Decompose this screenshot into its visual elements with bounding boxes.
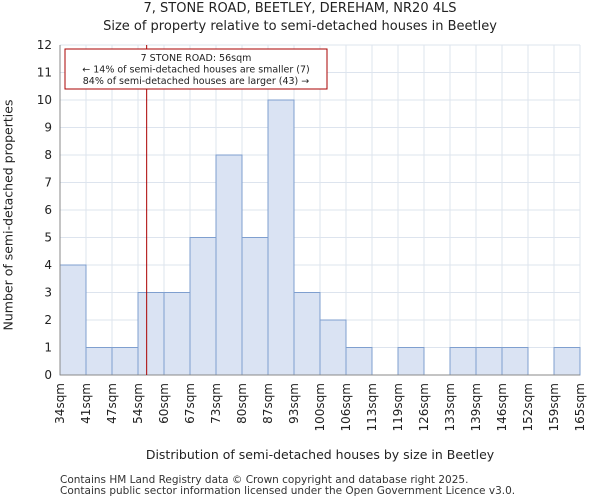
histogram-bar — [293, 292, 321, 376]
histogram-bar — [137, 292, 165, 376]
x-tick-label: 93sqm — [287, 383, 301, 424]
histogram-bar — [475, 347, 503, 376]
histogram-bar — [267, 99, 295, 376]
x-tick-label: 113sqm — [365, 383, 379, 431]
x-tick-label: 133sqm — [443, 383, 457, 431]
x-tick-label: 152sqm — [521, 383, 535, 431]
x-tick-label: 54sqm — [131, 383, 145, 424]
x-axis-label: Distribution of semi-detached houses by … — [145, 447, 495, 462]
histogram-bar — [397, 347, 425, 376]
histogram-bar — [319, 319, 347, 376]
x-tick-label: 159sqm — [547, 383, 561, 431]
histogram-bar — [163, 292, 191, 376]
x-tick-label: 139sqm — [469, 383, 483, 431]
x-tick-label: 47sqm — [105, 383, 119, 424]
histogram-bar — [111, 347, 139, 376]
chart-subtitle: Size of property relative to semi-detach… — [103, 19, 497, 34]
histogram-bar — [85, 347, 113, 376]
y-tick-label: 8 — [44, 148, 52, 162]
histogram-bar — [59, 264, 87, 376]
x-tick-label: 119sqm — [391, 383, 405, 431]
histogram-bar — [553, 347, 581, 376]
x-tick-label: 106sqm — [339, 383, 353, 431]
y-axis-label: Number of semi-detached properties — [0, 99, 16, 331]
histogram-bar — [501, 347, 529, 376]
y-tick-label: 2 — [44, 313, 52, 327]
y-tick-label: 4 — [44, 258, 52, 272]
x-tick-label: 146sqm — [495, 383, 509, 431]
y-tick-label: 9 — [44, 121, 52, 135]
y-tick-label: 6 — [44, 203, 52, 217]
x-tick-label: 60sqm — [157, 383, 171, 424]
annotation-line: 7 STONE ROAD: 56sqm — [141, 53, 252, 64]
footer-line-1: Contains HM Land Registry data © Crown c… — [60, 474, 469, 486]
y-tick-label: 1 — [44, 341, 52, 355]
x-tick-label: 165sqm — [573, 383, 587, 431]
histogram-bar — [449, 347, 477, 376]
histogram-bar — [241, 237, 269, 376]
y-tick-label: 0 — [44, 368, 52, 382]
x-tick-label: 41sqm — [79, 383, 93, 424]
y-tick-label: 12 — [37, 38, 52, 52]
x-tick-label: 87sqm — [261, 383, 275, 424]
footer-line-2: Contains public sector information licen… — [60, 485, 516, 497]
y-tick-label: 7 — [44, 176, 52, 190]
y-tick-label: 5 — [44, 231, 52, 245]
x-tick-label: 126sqm — [417, 383, 431, 431]
y-tick-label: 3 — [44, 286, 52, 300]
histogram-bar — [215, 154, 243, 376]
x-tick-label: 67sqm — [183, 383, 197, 424]
y-tick-label: 11 — [37, 66, 52, 80]
histogram-bar — [345, 347, 373, 376]
x-tick-label: 34sqm — [53, 383, 67, 424]
x-tick-label: 100sqm — [313, 383, 327, 431]
x-tick-label: 80sqm — [235, 383, 249, 424]
y-tick-label: 10 — [37, 93, 52, 107]
chart-title: 7, STONE ROAD, BEETLEY, DEREHAM, NR20 4L… — [143, 1, 457, 16]
annotation-line: 84% of semi-detached houses are larger (… — [83, 76, 310, 87]
annotation-line: ← 14% of semi-detached houses are smalle… — [82, 65, 310, 76]
x-tick-label: 73sqm — [209, 383, 223, 424]
annotation-box — [64, 48, 328, 90]
histogram-bar — [189, 237, 217, 376]
